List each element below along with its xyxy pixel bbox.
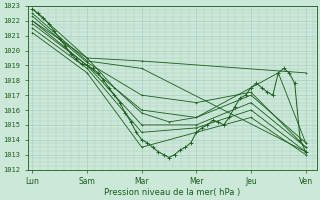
X-axis label: Pression niveau de la mer( hPa ): Pression niveau de la mer( hPa ) <box>104 188 240 197</box>
